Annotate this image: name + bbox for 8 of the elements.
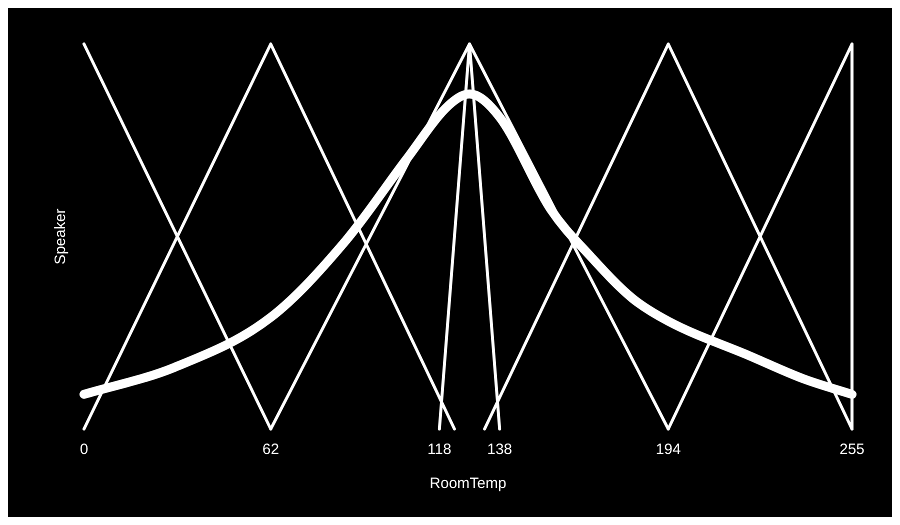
x-tick-label: 118 xyxy=(427,441,452,458)
x-tick-label: 194 xyxy=(656,441,681,458)
x-tick-label: 0 xyxy=(80,441,88,458)
x-axis-title: RoomTemp xyxy=(430,475,506,492)
x-tick-label: 138 xyxy=(487,441,512,458)
x-tick-label: 255 xyxy=(839,441,865,458)
x-tick-label: 62 xyxy=(262,441,280,458)
y-axis-title: Speaker xyxy=(52,208,70,264)
